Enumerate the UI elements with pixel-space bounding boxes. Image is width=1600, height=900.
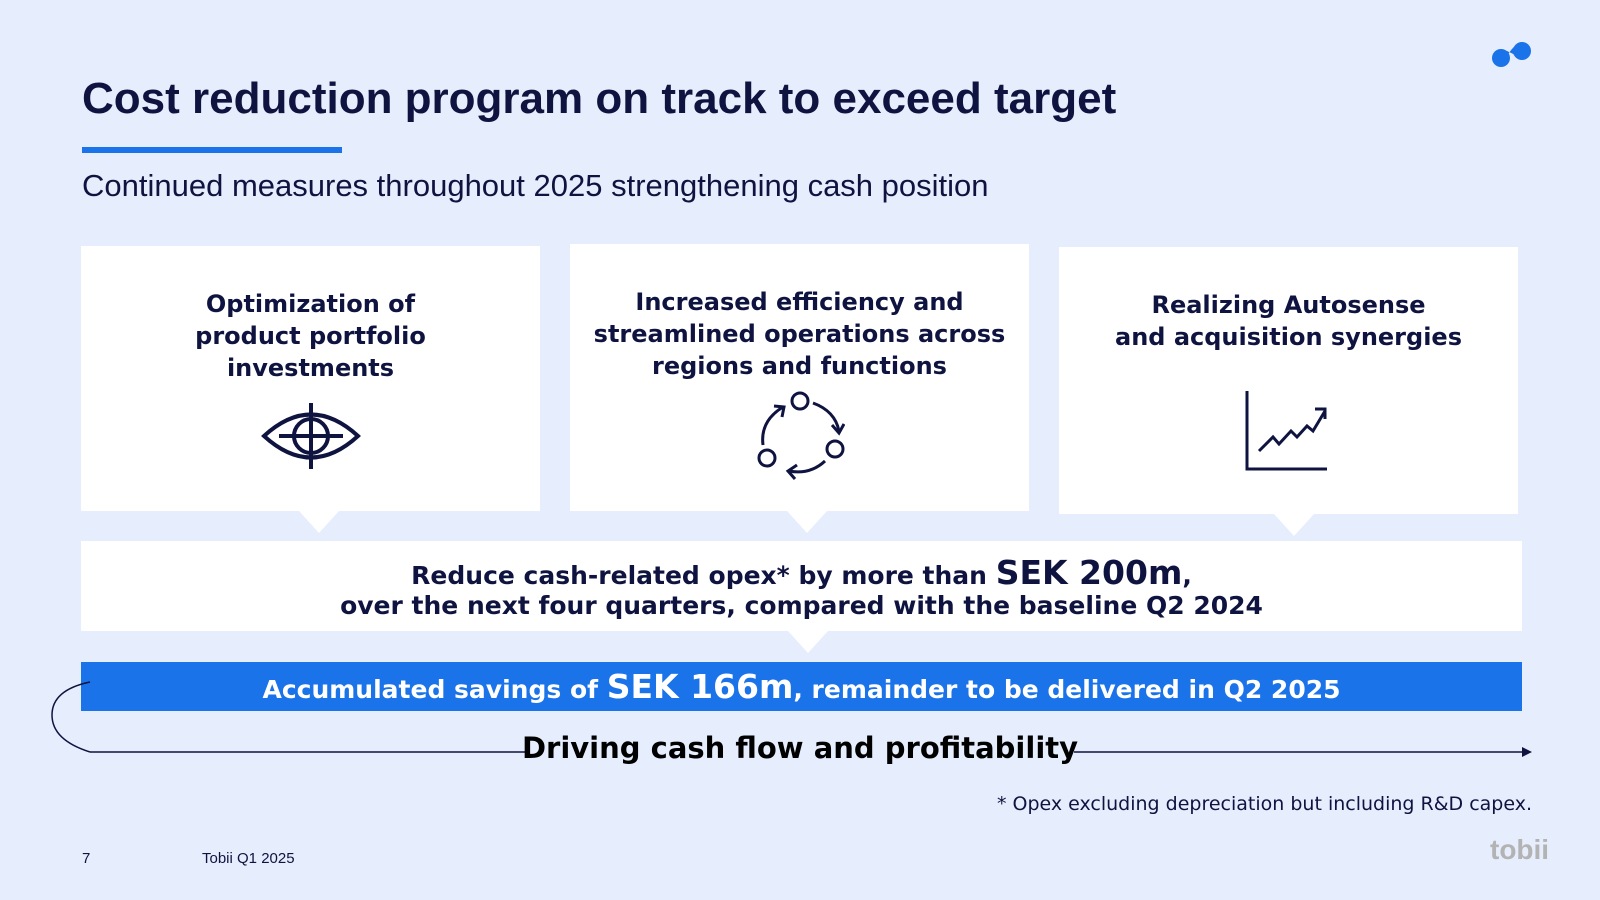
page-subtitle: Continued measures throughout 2025 stren…: [82, 168, 989, 203]
card-line: Optimization of: [205, 290, 416, 318]
footer-title: Tobii Q1 2025: [202, 850, 295, 867]
card-synergies-text: Realizing Autosense and acquisition syne…: [1059, 289, 1518, 353]
card-portfolio: Optimization of product portfolio invest…: [81, 246, 540, 511]
card-pointer: [787, 511, 827, 533]
target-pointer: [788, 631, 828, 653]
card-line: investments: [226, 354, 395, 382]
card-efficiency-text: Increased efficiency and streamlined ope…: [570, 286, 1029, 382]
card-portfolio-text: Optimization of product portfolio invest…: [81, 288, 540, 384]
card-line: regions and functions: [652, 352, 947, 380]
eye-target-icon: [261, 403, 361, 469]
card-efficiency: Increased efficiency and streamlined ope…: [570, 244, 1029, 511]
target-comma: ,: [1182, 561, 1192, 590]
svg-text:tobii: tobii: [1490, 834, 1549, 865]
growth-chart-icon: [1245, 391, 1327, 471]
page-title: Cost reduction program on track to excee…: [82, 74, 1117, 123]
card-line: product portfolio: [195, 322, 426, 350]
page-number: 7: [82, 850, 91, 867]
target-line-1: Reduce cash-related opex* by more than S…: [81, 553, 1522, 592]
title-underline: [82, 147, 342, 153]
tobii-logo-icon: tobii: [1490, 834, 1549, 865]
card-pointer: [299, 511, 339, 533]
card-line: and acquisition synergies: [1115, 323, 1462, 351]
card-line: streamlined operations across: [593, 320, 1006, 348]
card-pointer: [1274, 514, 1314, 536]
footnote: * Opex excluding depreciation but includ…: [996, 793, 1532, 815]
cycle-arrows-icon: [757, 391, 845, 480]
savings-text-end: , remainder to be delivered in Q2 2025: [793, 675, 1341, 704]
savings-text: Accumulated savings of: [262, 675, 607, 704]
savings-banner: Accumulated savings of SEK 166m, remaind…: [81, 662, 1522, 711]
card-line: Realizing Autosense: [1151, 291, 1426, 319]
brand-mark-icon: [1492, 42, 1531, 67]
savings-amount: SEK 166m: [606, 667, 794, 706]
target-line-2: over the next four quarters, compared wi…: [340, 591, 1263, 620]
target-statement: Reduce cash-related opex* by more than S…: [81, 541, 1522, 631]
target-amount: SEK 200m: [995, 553, 1183, 592]
card-line: Increased efficiency and: [635, 288, 964, 316]
card-synergies: Realizing Autosense and acquisition syne…: [1059, 247, 1518, 514]
target-text: Reduce cash-related opex* by more than: [411, 561, 996, 590]
flow-label: Driving cash flow and profitability: [521, 731, 1079, 765]
flow-arrow: [51, 681, 1532, 757]
